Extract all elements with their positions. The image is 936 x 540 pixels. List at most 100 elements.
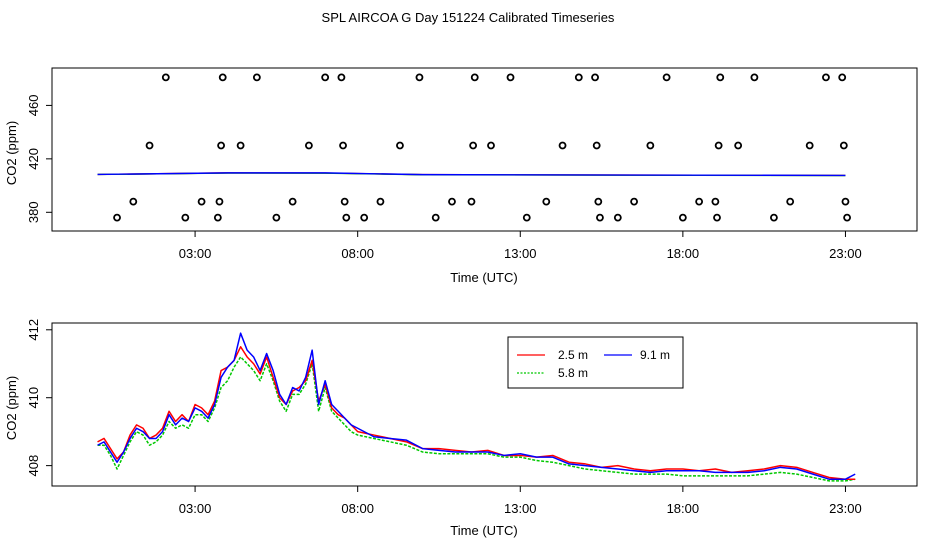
series-lines	[97, 172, 846, 177]
data-point	[340, 197, 349, 206]
data-point	[467, 197, 476, 206]
y-axis-label: CO2 (ppm)	[4, 376, 19, 440]
series-line-2-5-m	[97, 346, 856, 480]
data-point	[596, 213, 604, 222]
data-point	[558, 141, 567, 150]
data-point	[321, 73, 330, 82]
data-point	[770, 213, 778, 222]
data-point	[217, 141, 225, 150]
data-point	[838, 73, 847, 82]
data-point	[713, 213, 721, 222]
data-point	[786, 197, 795, 206]
data-point	[841, 197, 850, 206]
data-point	[613, 213, 622, 222]
y-tick-label: 408	[26, 455, 41, 477]
data-point	[129, 197, 138, 206]
data-point	[542, 197, 551, 206]
legend-label: 2.5 m	[558, 348, 588, 362]
data-point	[678, 213, 687, 222]
data-point	[750, 73, 759, 82]
data-point	[448, 197, 456, 206]
data-point	[711, 197, 720, 206]
data-point	[181, 213, 190, 222]
data-point	[646, 141, 655, 150]
data-point	[662, 73, 671, 82]
data-point	[822, 73, 830, 82]
data-point	[339, 141, 347, 150]
line-panel: Time (UTC) CO2 (ppm) 03:00 08:00 13:00 18:0…	[4, 319, 918, 538]
x-axis-label: Time (UTC)	[450, 523, 517, 538]
y-axis: 380 420 460	[26, 95, 52, 223]
data-point	[839, 141, 848, 150]
y-tick-label: 380	[26, 201, 41, 223]
series-line-5-8-m	[97, 356, 856, 482]
data-point	[415, 73, 424, 82]
x-tick-label: 13:00	[504, 501, 537, 516]
scatter-panel: Time (UTC) CO2 (ppm) 03:00 08:00 13:00 18:0…	[4, 67, 918, 285]
x-tick-label: 08:00	[341, 501, 374, 516]
x-tick-label: 08:00	[341, 246, 374, 261]
plot-frame	[51, 67, 918, 232]
data-point	[470, 73, 479, 82]
data-point	[574, 73, 583, 82]
legend-box	[507, 336, 684, 389]
data-point	[843, 213, 851, 222]
plot-frame	[51, 322, 918, 487]
data-point	[716, 73, 725, 82]
data-point	[161, 73, 170, 82]
series-lines	[97, 332, 856, 482]
data-point	[288, 197, 297, 206]
data-point	[734, 141, 743, 150]
y-tick-label: 410	[26, 387, 41, 409]
x-axis: 03:00 08:00 13:00 18:00 23:00	[179, 231, 862, 261]
data-point	[594, 197, 603, 206]
x-tick-label: 18:00	[667, 501, 700, 516]
data-point	[522, 213, 531, 222]
data-point	[342, 213, 351, 222]
data-point	[197, 197, 206, 206]
x-tick-label: 13:00	[504, 246, 537, 261]
data-point	[592, 141, 601, 150]
data-point	[218, 73, 227, 82]
y-tick-label: 412	[26, 319, 41, 341]
x-axis: 03:00 08:00 13:00 18:00 23:00	[179, 486, 862, 516]
y-tick-label: 420	[26, 148, 41, 170]
data-point	[714, 141, 723, 150]
y-tick-label: 460	[26, 95, 41, 117]
y-axis-label: CO2 (ppm)	[4, 121, 19, 185]
x-tick-label: 23:00	[829, 501, 862, 516]
data-point	[360, 213, 369, 222]
legend: 2.5 m 9.1 m 5.8 m	[507, 336, 684, 389]
data-point	[145, 141, 154, 150]
x-tick-label: 03:00	[179, 246, 212, 261]
legend-label: 5.8 m	[558, 366, 588, 380]
data-point	[396, 141, 404, 150]
x-tick-label: 03:00	[179, 501, 212, 516]
series-line	[97, 172, 846, 177]
series-line-9-1-m	[97, 332, 856, 480]
data-point	[431, 213, 440, 222]
data-point	[213, 213, 222, 222]
data-point	[805, 141, 814, 150]
data-point	[695, 197, 704, 206]
figure-title: SPL AIRCOA G Day 151224 Calibrated Times…	[322, 10, 615, 25]
data-point	[487, 141, 495, 150]
data-point	[304, 141, 313, 150]
data-point	[469, 141, 478, 150]
x-axis-label: Time (UTC)	[450, 270, 517, 285]
x-tick-label: 23:00	[829, 246, 862, 261]
data-point	[337, 73, 346, 82]
data-point	[113, 213, 121, 222]
y-axis: 408 410 412	[26, 319, 52, 477]
data-point	[252, 73, 261, 82]
data-point	[272, 213, 281, 222]
data-points	[113, 73, 851, 222]
x-tick-label: 18:00	[667, 246, 700, 261]
data-point	[630, 197, 638, 206]
data-point	[215, 197, 224, 206]
data-point	[591, 73, 599, 82]
data-point	[506, 73, 515, 82]
data-point	[236, 141, 245, 150]
data-point	[376, 197, 385, 206]
